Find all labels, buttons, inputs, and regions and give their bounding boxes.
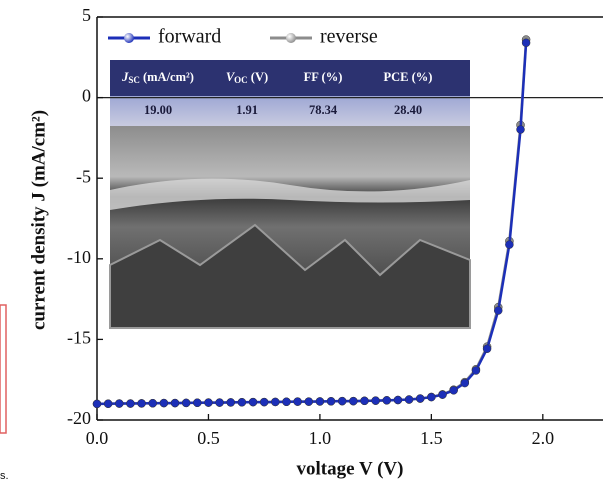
table-header-cell: PCE (%) — [384, 70, 433, 84]
data-point — [382, 396, 392, 405]
x-tick-label: 0.0 — [86, 428, 109, 448]
data-point — [181, 398, 191, 408]
cropped-box — [0, 304, 7, 434]
sem-pyramids — [109, 223, 471, 329]
table-cell: 19.00 — [144, 103, 172, 117]
inset: JSC (mA/cm²) VOC (V) FF (%) PCE (%) 19.00 1.9… — [109, 60, 471, 329]
data-point — [482, 344, 492, 353]
data-point — [115, 399, 124, 408]
data-point — [193, 398, 202, 408]
data-point — [326, 397, 336, 406]
symbol: V — [226, 70, 236, 84]
data-point — [170, 398, 180, 408]
data-point — [516, 125, 525, 134]
x-tick-label: 2.0 — [532, 428, 555, 448]
table-header-cell: FF (%) — [304, 70, 343, 84]
legend-label: reverse — [320, 26, 378, 48]
data-point — [315, 397, 325, 406]
data-point — [349, 396, 358, 406]
table-header-cell: JSC (mA/cm²) — [121, 70, 194, 85]
legend-marker-shine — [286, 33, 296, 43]
sem-layer — [110, 178, 470, 210]
series-line — [96, 42, 528, 406]
data-point — [148, 398, 157, 408]
y-tick-label: 5 — [82, 5, 91, 25]
symbol: J — [121, 70, 129, 84]
data-point — [126, 399, 135, 408]
data-point — [471, 366, 481, 375]
table-cell: 1.91 — [236, 103, 258, 117]
data-point — [521, 38, 531, 48]
legend-marker-shine — [124, 33, 134, 43]
data-point — [226, 398, 235, 407]
caption-fragment: s. — [0, 470, 9, 482]
x-tick-label: 0.5 — [197, 428, 220, 448]
table-row — [110, 96, 470, 126]
data-point — [415, 394, 425, 403]
table-cell: 28.40 — [394, 103, 422, 117]
data-point — [248, 397, 258, 407]
data-point — [92, 399, 102, 409]
data-point — [493, 306, 503, 315]
data-point — [393, 395, 403, 405]
x-tick-label: 1.0 — [309, 428, 332, 448]
unit: FF (%) — [304, 70, 343, 84]
data-point — [293, 397, 302, 406]
data-point — [215, 398, 224, 407]
unit: (mA/cm²) — [140, 70, 194, 84]
legend-label: forward — [158, 26, 221, 48]
data-point — [438, 390, 447, 399]
data-point — [282, 397, 291, 407]
subscript: OC — [234, 75, 248, 85]
unit: PCE (%) — [384, 70, 433, 84]
data-point — [427, 392, 436, 402]
data-point — [371, 396, 380, 405]
y-tick-label: -20 — [67, 408, 91, 428]
data-point — [505, 240, 514, 249]
data-point — [304, 397, 314, 406]
data-point — [159, 398, 169, 408]
y-tick-label: -15 — [67, 328, 91, 348]
unit: (V) — [248, 70, 268, 84]
x-axis-label: voltage V (V) — [297, 458, 404, 479]
data-point — [337, 396, 347, 406]
data-point — [237, 398, 247, 407]
table-cell: 78.34 — [309, 103, 338, 117]
y-tick-label: -5 — [76, 166, 91, 186]
y-axis-label: current density J (mA/cm²) — [28, 110, 49, 330]
data-point — [103, 399, 113, 408]
data-point — [404, 395, 414, 404]
data-point — [204, 398, 213, 407]
table-header — [110, 60, 470, 96]
x-tick-label: 1.5 — [420, 428, 443, 448]
data-point — [460, 378, 470, 388]
table-header-cell: VOC (V) — [226, 70, 268, 85]
data-point — [449, 386, 458, 395]
data-point — [271, 397, 280, 407]
y-tick-label: 0 — [82, 86, 91, 106]
subscript: SC — [128, 75, 140, 85]
data-point — [137, 399, 146, 408]
data-point — [360, 396, 369, 406]
data-point — [259, 397, 269, 407]
y-tick-label: -10 — [67, 247, 91, 267]
